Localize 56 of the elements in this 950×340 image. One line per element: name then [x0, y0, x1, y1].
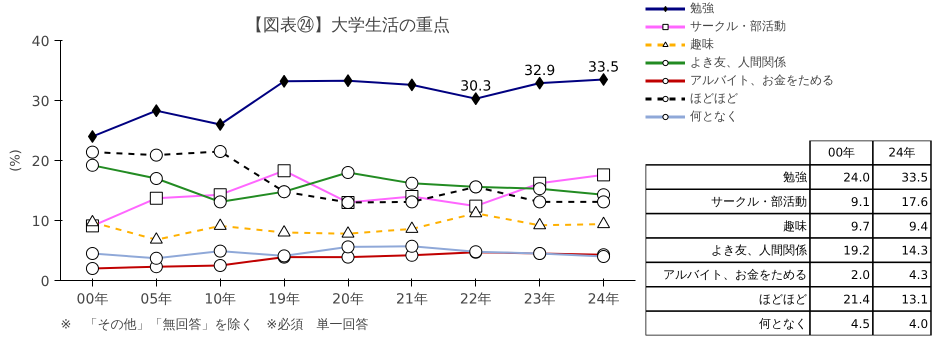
x-tick-label: 22年 — [460, 292, 492, 308]
data-label: 33.5 — [588, 60, 620, 76]
legend-label: よき友、人間関係 — [690, 54, 786, 71]
text: 9.7 — [850, 219, 870, 234]
legend-label: 趣味 — [690, 36, 714, 53]
x-tick-label: 10年 — [204, 292, 236, 308]
y-tick-label: 30 — [32, 94, 50, 110]
category-label: アルバイト、お金をためる — [663, 268, 808, 282]
text: 9.1 — [850, 194, 870, 209]
text: ※ 「その他」「無回答」を除く ※必須 単一回答 — [60, 318, 368, 332]
text: 9.4 — [908, 219, 928, 234]
category-label: 何となく — [759, 316, 808, 330]
text: 19.2 — [843, 244, 870, 258]
category-label: サークル・部活動 — [711, 194, 808, 208]
text: 4.0 — [908, 316, 928, 331]
x-tick-label: 19年 — [268, 292, 300, 308]
text: 4.3 — [908, 268, 928, 282]
text: 14.3 — [901, 244, 928, 258]
legend-label: サークル・部活動 — [690, 18, 786, 35]
point — [86, 146, 99, 159]
point — [150, 148, 163, 162]
text: 17.6 — [901, 194, 928, 209]
category-label: よき友、人間関係 — [711, 243, 808, 258]
chart-title: 【図表㉔】大学生活の重点 — [246, 16, 450, 36]
x-tick-label: 20年 — [332, 292, 364, 308]
x-tick-label: 21年 — [396, 292, 428, 308]
text: 21.4 — [843, 292, 870, 306]
text: 2.0 — [850, 268, 870, 282]
legend-label: ほどほど — [690, 90, 738, 107]
point — [214, 145, 227, 158]
x-tick-label: 00年 — [76, 292, 108, 308]
legend-label: アルバイト、お金をためる — [690, 72, 834, 89]
point — [533, 195, 546, 208]
data-label: 32.9 — [524, 63, 556, 80]
legend-label: 勉強 — [690, 0, 714, 17]
y-axis-title: (%) — [8, 149, 24, 172]
y-tick-label: 0 — [40, 274, 50, 290]
category-label: ほどほど — [759, 292, 808, 306]
y-tick-label: 20 — [32, 154, 50, 170]
point — [597, 195, 610, 208]
x-tick-label: 24年 — [588, 292, 620, 308]
text: 4.5 — [850, 316, 870, 331]
category-label: 24年 — [888, 146, 916, 160]
data-label: 30.3 — [460, 78, 492, 95]
x-tick-label: 05年 — [140, 292, 172, 308]
x-tick-label: 23年 — [524, 292, 556, 308]
text: 33.5 — [901, 170, 928, 185]
category-label: 趣味 — [783, 218, 808, 233]
y-tick-label: 10 — [32, 214, 50, 230]
legend-label: 何となく — [690, 108, 738, 125]
category-label: 00年 — [828, 146, 856, 160]
text: 24.0 — [843, 170, 870, 185]
y-tick-label: 40 — [32, 34, 50, 50]
category-label: 勉強 — [783, 170, 808, 184]
point — [405, 195, 418, 208]
text: 13.1 — [901, 292, 928, 306]
